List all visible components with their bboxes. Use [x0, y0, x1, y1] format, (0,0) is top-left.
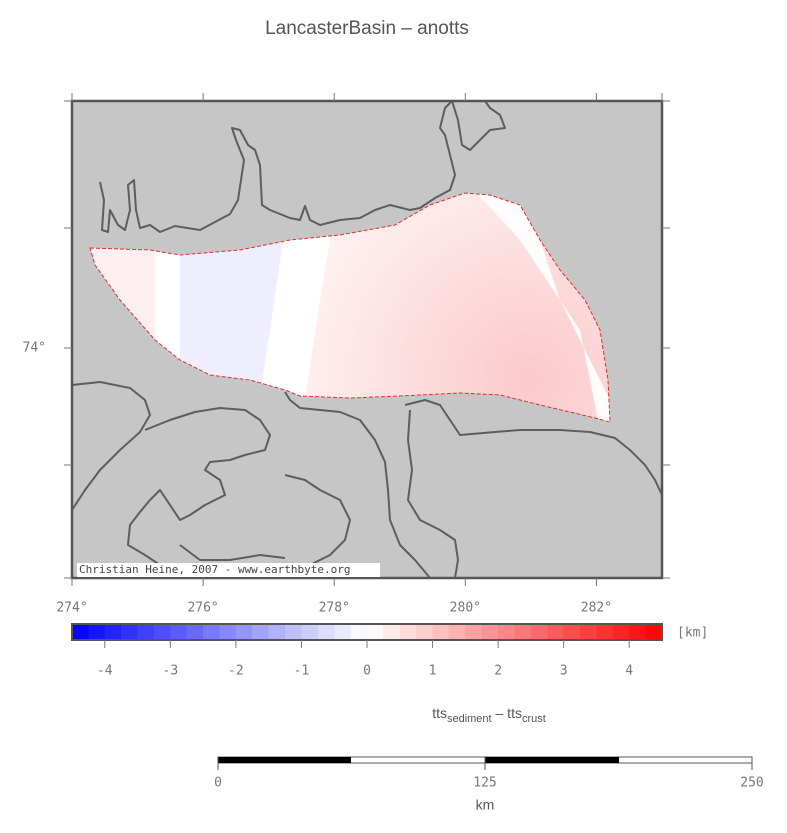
colorbar-cell — [219, 624, 237, 640]
colorbar-cell — [563, 624, 581, 640]
colorbar-tick-label: 2 — [494, 664, 502, 679]
colorbar-tick-label: -3 — [163, 664, 179, 679]
colorbar-tick-label: 1 — [429, 664, 437, 679]
colorbar-cell — [72, 624, 89, 640]
coastlines — [71, 100, 663, 579]
scale-tick-label: 125 — [473, 776, 496, 791]
scale-tick-label: 0 — [214, 776, 222, 791]
colorbar-cell — [645, 624, 663, 640]
colorbar-cell — [399, 624, 417, 640]
colorbar-tick-label: -4 — [97, 664, 113, 679]
colorbar-cell — [416, 624, 434, 640]
basin-outline — [89, 192, 611, 423]
colorbar-cell — [203, 624, 220, 640]
colorbar-label-part: tts — [432, 705, 447, 721]
x-tick-label: 274° — [56, 601, 87, 616]
colorbar-unit: [km] — [677, 626, 708, 641]
colorbar-cell — [252, 624, 270, 640]
colorbar-label-part: sediment — [447, 713, 492, 725]
colorbar-tick-label: -2 — [228, 664, 244, 679]
colorbar-cell — [596, 624, 614, 640]
scale-unit: km — [476, 797, 495, 813]
colorbar-cell — [383, 624, 401, 640]
colorbar-cell — [350, 624, 368, 640]
colorbar-cell — [448, 624, 466, 640]
colorbar-tick-label: 3 — [560, 664, 568, 679]
colorbar-cell — [334, 624, 352, 640]
colorbar-cell — [235, 624, 253, 640]
colorbar-cell — [104, 624, 122, 640]
colorbar-cell — [612, 624, 630, 640]
credit-box — [77, 563, 380, 577]
colorbar-label-part: – tts — [492, 705, 522, 721]
colorbar-cell — [170, 624, 188, 640]
colorbar-cell — [285, 624, 302, 640]
colorbar-cell — [121, 624, 139, 640]
colorbar-cell — [367, 624, 384, 640]
colorbar-cell — [580, 624, 597, 640]
x-tick-label: 280° — [450, 601, 481, 616]
colorbar-tick-label: -1 — [294, 664, 310, 679]
colorbar-cell — [498, 624, 515, 640]
colorbar-cell — [153, 624, 171, 640]
colorbar-cell — [268, 624, 286, 640]
colorbar-cell — [514, 624, 532, 640]
colorbar-tick-label: 4 — [625, 664, 633, 679]
colorbar-tick-label: 0 — [363, 664, 371, 679]
colorbar-cell — [465, 624, 483, 640]
credit: Christian Heine, 2007 - www.earthbyte.or… — [79, 563, 351, 576]
scale-tick-label: 250 — [740, 776, 763, 791]
colorbar-cell — [301, 624, 319, 640]
y-tick-label: 74° — [23, 341, 46, 356]
map-title: LancasterBasin – anotts — [265, 18, 469, 39]
x-tick-label: 276° — [187, 601, 218, 616]
colorbar-cell — [88, 624, 106, 640]
x-tick-label: 278° — [319, 601, 350, 616]
map-border — [70, 99, 664, 580]
x-tick-label: 282° — [581, 601, 612, 616]
colorbar-cell — [137, 624, 155, 640]
colorbar-cell — [530, 624, 548, 640]
colorbar-cell — [186, 624, 204, 640]
colorbar-cell — [481, 624, 499, 640]
colorbar-cell — [432, 624, 450, 640]
colorbar-cell — [317, 624, 335, 640]
colorbar-label-part: crust — [522, 713, 546, 725]
colorbar-cell — [547, 624, 565, 640]
colorbar-label: ttssediment – ttscrust — [432, 705, 546, 725]
colorbar-cell — [629, 624, 647, 640]
frame-ticks — [64, 93, 670, 579]
